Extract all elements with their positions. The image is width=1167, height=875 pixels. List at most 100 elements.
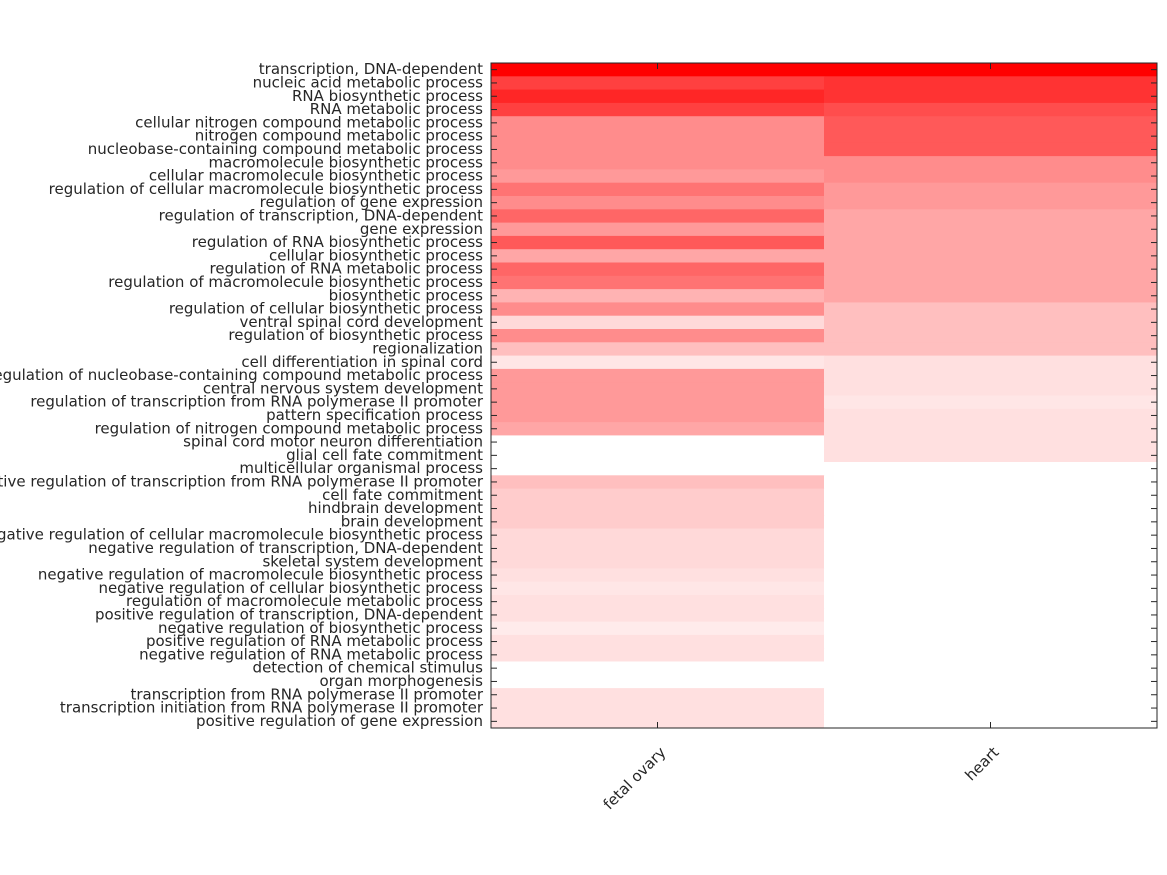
heatmap-cell [491, 262, 825, 277]
heatmap-cell [824, 395, 1158, 410]
heatmap-cell [824, 169, 1158, 184]
heatmap-cell [491, 674, 825, 689]
heatmap-cell [824, 302, 1158, 317]
y-tick-label: RNA biosynthetic process [292, 87, 483, 105]
y-tick-label: detection of chemical stimulus [253, 659, 484, 677]
heatmap-cell [824, 462, 1158, 476]
y-tick-label: gene expression [360, 220, 483, 238]
heatmap-cell [491, 714, 825, 729]
y-tick-label: positive regulation of transcription, DN… [95, 605, 483, 623]
heatmap-cell [491, 501, 825, 516]
y-tick-label: regionalization [372, 339, 483, 357]
heatmap-cell [491, 568, 825, 583]
y-tick-label: regulation of macromolecule biosynthetic… [108, 273, 483, 291]
y-tick-label: organ morphogenesis [319, 672, 483, 690]
heatmap-cell [824, 329, 1158, 343]
heatmap-cell [491, 89, 825, 104]
heatmap-cell [491, 63, 825, 77]
heatmap-cell [491, 142, 825, 157]
heatmap-cell [491, 156, 825, 170]
heatmap-cell [491, 102, 825, 117]
y-tick-label: biosynthetic process [329, 286, 484, 304]
heatmap-cell [491, 634, 825, 649]
heatmap-cell [491, 222, 825, 237]
heatmap-cell [824, 528, 1158, 543]
heatmap-cell [824, 116, 1158, 130]
heatmap-cell [491, 475, 825, 490]
y-tick-label: multicellular organismal process [239, 459, 483, 477]
heatmap-cell [824, 621, 1158, 636]
heatmap-cell [824, 541, 1158, 556]
y-tick-label: spinal cord motor neuron differentiation [183, 433, 483, 451]
heatmap-cell [824, 568, 1158, 583]
heatmap-cell [824, 275, 1158, 290]
heatmap-cell [491, 515, 825, 529]
heatmap-cell [824, 475, 1158, 490]
heatmap-cell [824, 182, 1158, 197]
y-tick-label: transcription initiation from RNA polyme… [60, 699, 484, 717]
heatmap-cell [824, 648, 1158, 662]
y-tick-label: negative regulation of biosynthetic proc… [158, 619, 483, 637]
heatmap-cell [824, 76, 1158, 91]
y-tick-label: regulation of nucleobase-containing comp… [0, 366, 483, 384]
y-tick-label: ventral spinal cord development [240, 313, 484, 331]
heatmap-cell [824, 595, 1158, 609]
heatmap-cell [824, 142, 1158, 157]
y-tick-label: cell differentiation in spinal cord [241, 353, 483, 371]
y-tick-label: cell fate commitment [322, 486, 483, 504]
y-tick-label: regulation of RNA biosynthetic process [192, 233, 483, 251]
heatmap-cell [491, 595, 825, 609]
heatmap-cell [491, 329, 825, 343]
heatmap-cell [824, 448, 1158, 463]
heatmap-cell [491, 116, 825, 130]
heatmap-cell [491, 541, 825, 556]
y-tick-label: glial cell fate commitment [286, 446, 483, 464]
y-tick-label: regulation of cellular macromolecule bio… [49, 180, 484, 198]
y-tick-label: negative regulation of RNA metabolic pro… [139, 645, 483, 663]
y-tick-label: macromolecule biosynthetic process [208, 153, 483, 171]
y-tick-label: regulation of cellular biosynthetic proc… [169, 300, 483, 318]
heatmap-cell [824, 382, 1158, 396]
y-tick-label: cellular biosynthetic process [269, 246, 483, 264]
heatmap-cell [491, 249, 825, 263]
y-tick-label: nitrogen compound metabolic process [195, 127, 483, 145]
heatmap-cell [824, 688, 1158, 702]
heatmap-cell [824, 129, 1158, 144]
y-tick-label: negative regulation of cellular biosynth… [98, 579, 483, 597]
y-tick-label: positive regulation of gene expression [196, 712, 483, 730]
heatmap-cell [824, 235, 1158, 250]
heatmap-cell [491, 76, 825, 91]
y-tick-label: regulation of biosynthetic process [228, 326, 483, 344]
heatmap-cell [824, 102, 1158, 117]
heatmap-cell [824, 262, 1158, 277]
y-tick-label: positive regulation of transcription fro… [0, 472, 484, 490]
y-tick-label: regulation of nitrogen compound metaboli… [95, 419, 484, 437]
heatmap-cell [491, 289, 825, 303]
heatmap-cell [491, 209, 825, 224]
heatmap-cell [491, 129, 825, 144]
heatmap-cell [491, 701, 825, 716]
y-tick-label: pattern specification process [266, 406, 483, 424]
heatmap-cell [491, 621, 825, 636]
y-tick-label: transcription from RNA polymerase II pro… [131, 685, 484, 703]
heatmap-cell [491, 608, 825, 623]
heatmap-cell [491, 275, 825, 290]
y-tick-label: nucleobase-containing compound metabolic… [88, 140, 483, 158]
heatmap-cell [491, 355, 825, 370]
heatmap-cell [824, 555, 1158, 569]
heatmap-cell [491, 169, 825, 184]
heatmap-cell [491, 648, 825, 662]
y-tick-label: regulation of macromolecule metabolic pr… [126, 592, 483, 610]
heatmap-cell [491, 342, 825, 357]
y-tick-label: brain development [341, 512, 483, 530]
heatmap-cell [491, 488, 825, 503]
y-tick-label: regulation of transcription, DNA-depende… [159, 206, 483, 224]
heatmap-cell [491, 395, 825, 410]
heatmap-cell [491, 235, 825, 250]
x-tick-label: fetal ovary [600, 743, 670, 813]
heatmap-cell [824, 608, 1158, 623]
y-tick-label: transcription, DNA-dependent [259, 60, 483, 78]
heatmap-cell [824, 422, 1158, 436]
heatmap-cell [491, 182, 825, 197]
